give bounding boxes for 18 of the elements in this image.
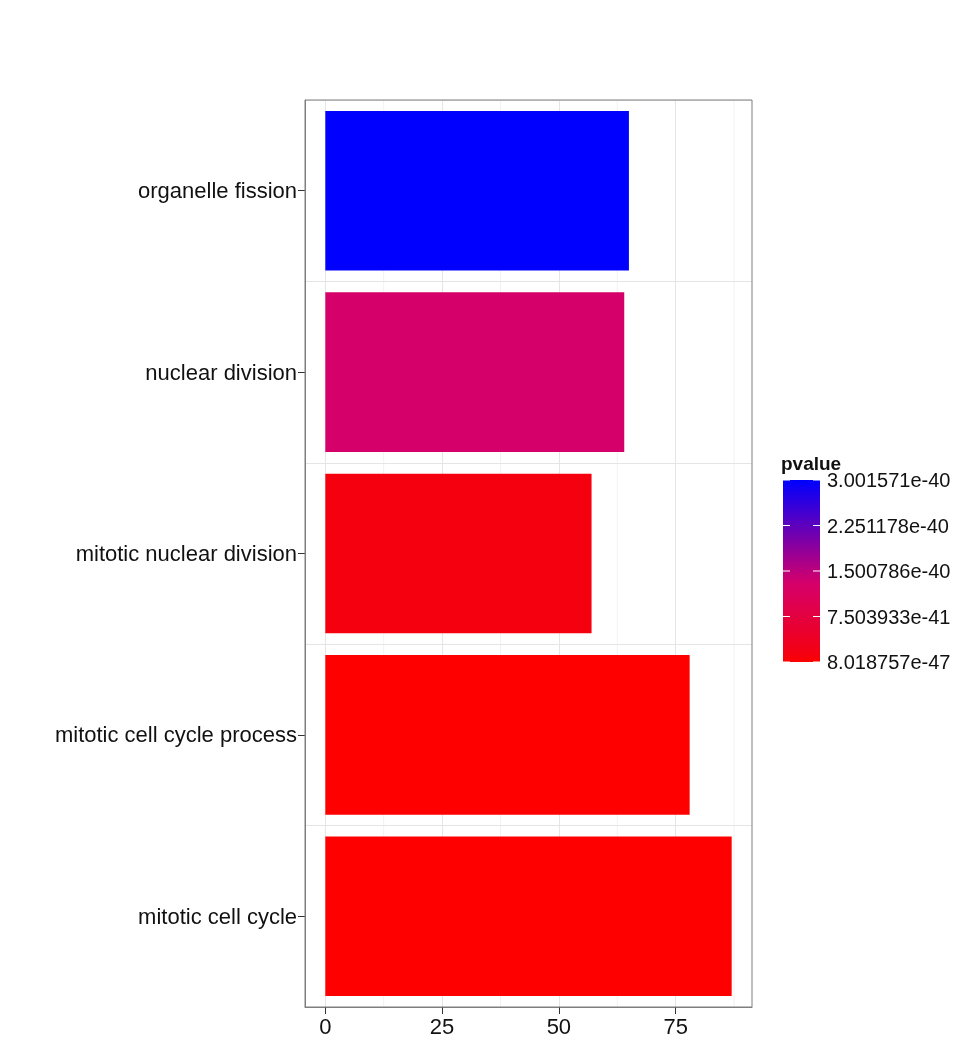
y-tick-label: mitotic nuclear division (75, 541, 297, 566)
color-bar-label: 2.251178e-40 (827, 514, 949, 537)
bar (325, 110, 629, 271)
bar (325, 836, 732, 997)
bar (325, 473, 592, 634)
x-tick-label: 50 (546, 1013, 572, 1039)
bar (325, 292, 625, 452)
bar (325, 655, 690, 815)
color-bar-label: 7.503933e-41 (827, 605, 951, 628)
y-tick-label: organelle fission (138, 178, 297, 204)
color-bar-label: 8.018757e-47 (827, 651, 951, 673)
x-tick-label: 25 (429, 1013, 455, 1039)
x-tick-label: 75 (663, 1013, 688, 1039)
y-tick-label: nuclear division (145, 359, 297, 385)
color-bar-label: 1.500786e-40 (827, 560, 951, 582)
y-tick-label: mitotic cell cycle process (54, 722, 297, 748)
x-tick-label: 0 (319, 1013, 332, 1039)
y-tick-label: mitotic cell cycle (138, 903, 297, 929)
